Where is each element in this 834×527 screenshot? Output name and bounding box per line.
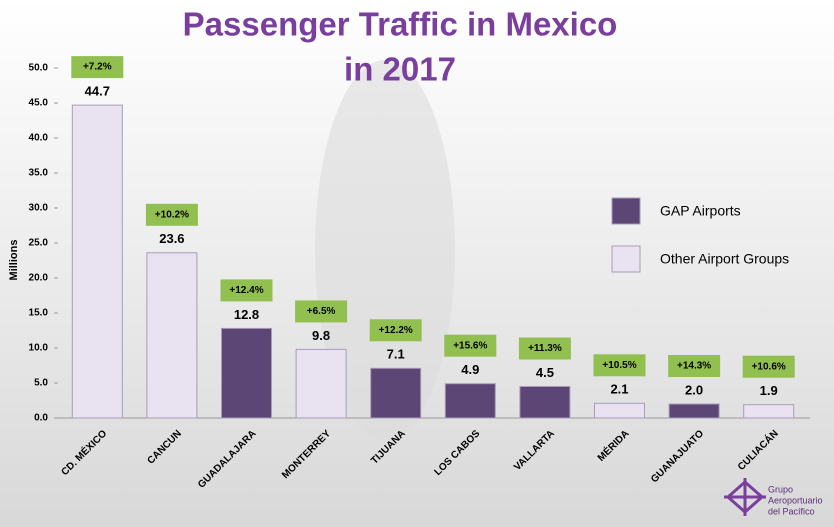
bar — [594, 402, 645, 419]
value-label: 9.8 — [312, 328, 330, 343]
legend-swatch — [611, 197, 641, 225]
growth-label: +10.2% — [155, 209, 189, 220]
y-tick-label: 35.0 — [29, 168, 49, 179]
growth-box — [444, 334, 497, 357]
growth-box — [220, 279, 273, 302]
growth-box — [668, 355, 721, 377]
value-label: 4.9 — [461, 362, 479, 377]
growth-box — [369, 319, 422, 342]
value-label: 23.6 — [159, 231, 184, 246]
bar — [519, 386, 571, 419]
y-tick-label: 40.0 — [29, 133, 49, 144]
y-tick-label: 30.0 — [29, 203, 49, 214]
y-tick-label: 25.0 — [29, 238, 49, 249]
growth-label: +12.2% — [379, 325, 413, 336]
value-label: 4.5 — [536, 365, 554, 380]
y-tick-label: 20.0 — [29, 273, 49, 284]
bar — [668, 403, 720, 419]
silhouette — [315, 60, 455, 440]
growth-box — [742, 355, 795, 378]
y-tick-label: 15.0 — [29, 308, 49, 319]
value-label: 44.7 — [85, 84, 110, 99]
logo-text: Aeroportuario — [768, 495, 823, 505]
bar — [295, 348, 347, 419]
logo-text: Grupo — [768, 484, 793, 494]
growth-label: +7.2% — [83, 62, 112, 73]
bar — [370, 367, 422, 419]
logo-icon — [724, 478, 766, 516]
legend-swatch — [611, 245, 641, 273]
growth-label: +14.3% — [677, 361, 711, 372]
growth-label: +12.4% — [229, 285, 263, 296]
bar — [743, 404, 795, 419]
bar — [146, 252, 198, 419]
growth-label: +15.6% — [453, 340, 487, 351]
legend-label: Other Airport Groups — [660, 251, 789, 267]
growth-box — [295, 300, 348, 323]
y-tick-label: 0.0 — [34, 413, 48, 424]
value-label: 7.1 — [387, 347, 405, 362]
bar — [221, 327, 272, 419]
value-label: 1.9 — [760, 383, 778, 398]
logo-text: del Pacífico — [768, 506, 815, 516]
y-tick-label: 50.0 — [29, 63, 49, 74]
growth-box — [145, 203, 198, 226]
chart-title: Passenger Traffic in Mexico — [183, 6, 618, 43]
y-tick-label: 45.0 — [29, 98, 49, 109]
legend-label: GAP Airports — [660, 203, 741, 219]
growth-label: +11.3% — [528, 343, 562, 354]
value-label: 12.8 — [234, 307, 259, 322]
value-label: 2.1 — [610, 382, 628, 397]
growth-box — [518, 337, 571, 360]
y-tick-label: 5.0 — [34, 378, 48, 389]
bar — [71, 104, 123, 419]
growth-box — [593, 354, 646, 377]
bar — [444, 383, 496, 419]
growth-label: +10.6% — [752, 361, 786, 372]
y-axis-label: Millions — [8, 240, 20, 281]
growth-box — [71, 56, 124, 79]
chart-title: in 2017 — [344, 51, 456, 88]
y-tick-label: 10.0 — [29, 343, 49, 354]
value-label: 2.0 — [685, 382, 703, 397]
growth-label: +6.5% — [307, 306, 336, 317]
growth-label: +10.5% — [602, 360, 636, 371]
